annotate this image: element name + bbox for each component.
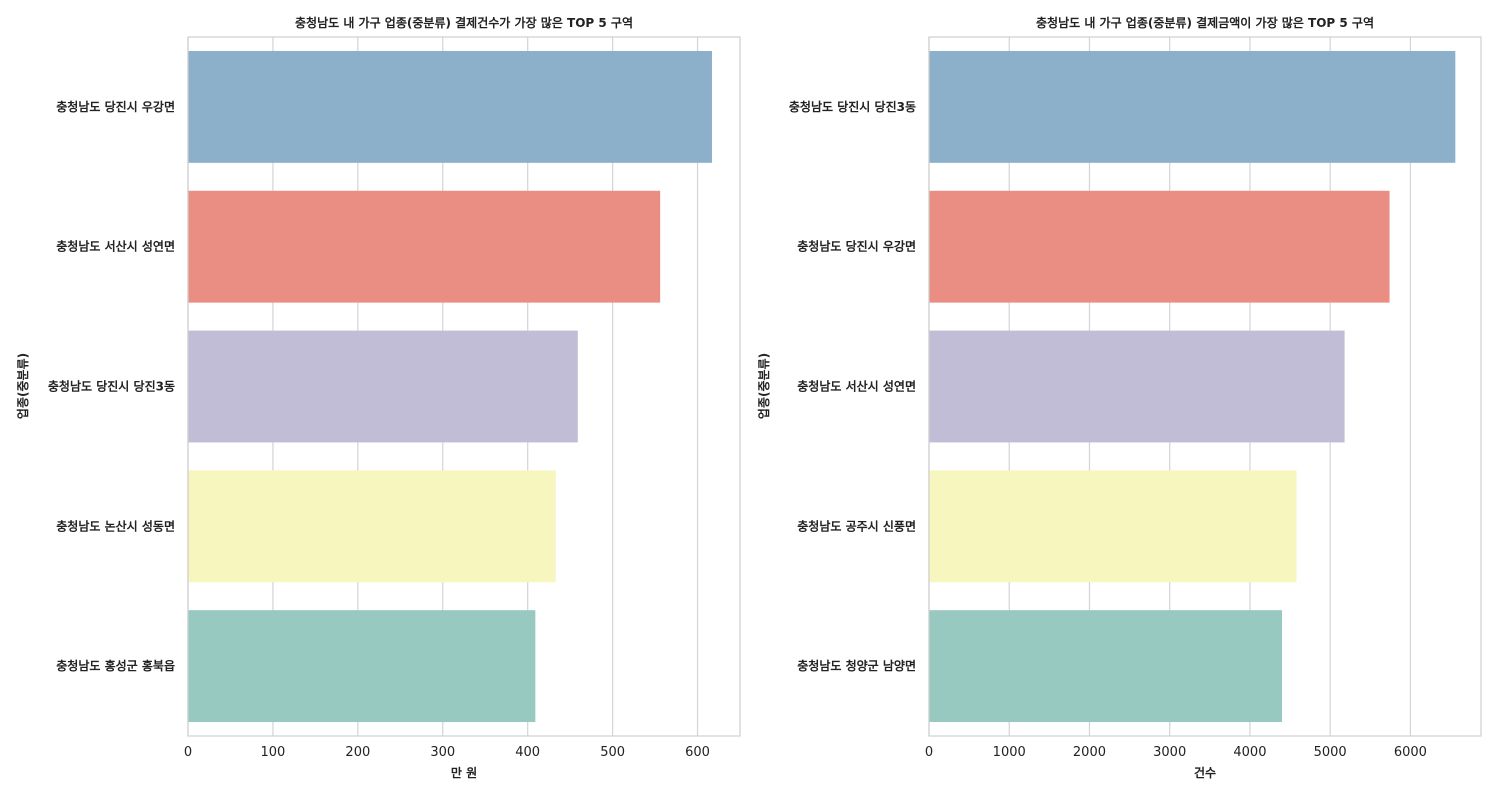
right-category-label: 충청남도 당진시 당진3동 bbox=[789, 99, 916, 114]
left-chart-title: 충청남도 내 가구 업종(중분류) 결제건수가 가장 많은 TOP 5 구역 bbox=[295, 15, 633, 30]
left-x-tick-label: 0 bbox=[184, 745, 192, 760]
left-bar bbox=[188, 190, 661, 303]
left-bar bbox=[188, 610, 536, 723]
left-x-tick-label: 100 bbox=[261, 745, 286, 760]
right-category-label: 충청남도 서산시 성연면 bbox=[797, 379, 916, 394]
right-x-tick-label: 0 bbox=[925, 745, 933, 760]
left-x-axis-label: 만 원 bbox=[451, 765, 477, 780]
left-bar bbox=[188, 470, 556, 583]
right-category-label: 충청남도 청양군 남양면 bbox=[797, 658, 916, 673]
right-category-label: 충청남도 당진시 우강면 bbox=[797, 239, 916, 254]
right-plot-frame bbox=[928, 36, 1482, 737]
right-x-tick-label: 2000 bbox=[1073, 745, 1106, 760]
left-bar bbox=[188, 50, 712, 163]
left-category-label: 충청남도 논산시 성동면 bbox=[56, 518, 175, 533]
left-chart: 충청남도 내 가구 업종(중분류) 결제건수가 가장 많은 TOP 5 구역 업… bbox=[16, 15, 741, 780]
left-x-tick-label: 400 bbox=[515, 745, 540, 760]
right-x-tick-label: 3000 bbox=[1153, 745, 1186, 760]
right-bar bbox=[929, 190, 1390, 303]
left-x-tick-label: 200 bbox=[345, 745, 370, 760]
right-x-tick-label: 4000 bbox=[1233, 745, 1266, 760]
left-category-label: 충청남도 서산시 성연면 bbox=[56, 239, 175, 254]
right-x-tick-label: 1000 bbox=[993, 745, 1026, 760]
left-x-tick-label: 300 bbox=[430, 745, 455, 760]
right-chart-title: 충청남도 내 가구 업종(중분류) 결제금액이 가장 많은 TOP 5 구역 bbox=[1036, 15, 1374, 30]
right-bar bbox=[929, 470, 1297, 583]
right-category-label: 충청남도 공주시 신풍면 bbox=[797, 518, 916, 533]
right-x-tick-label: 5000 bbox=[1314, 745, 1347, 760]
left-category-label: 충청남도 당진시 당진3동 bbox=[48, 379, 175, 394]
right-bar bbox=[929, 50, 1456, 163]
left-x-tick-label: 600 bbox=[685, 745, 710, 760]
left-plot-frame bbox=[187, 36, 741, 737]
right-bar bbox=[929, 610, 1283, 723]
right-bar bbox=[929, 330, 1345, 443]
right-x-tick-label: 6000 bbox=[1394, 745, 1427, 760]
left-category-label: 충청남도 홍성군 홍북읍 bbox=[56, 658, 175, 673]
right-chart: 충청남도 내 가구 업종(중분류) 결제금액이 가장 많은 TOP 5 구역 업… bbox=[757, 15, 1482, 780]
left-bar bbox=[188, 330, 578, 443]
left-x-tick-label: 500 bbox=[600, 745, 625, 760]
right-y-axis-label: 업종(중분류) bbox=[757, 353, 771, 419]
left-y-axis-label: 업종(중분류) bbox=[16, 353, 30, 419]
left-category-label: 충청남도 당진시 우강면 bbox=[56, 99, 175, 114]
right-x-axis-label: 건수 bbox=[1194, 765, 1216, 780]
